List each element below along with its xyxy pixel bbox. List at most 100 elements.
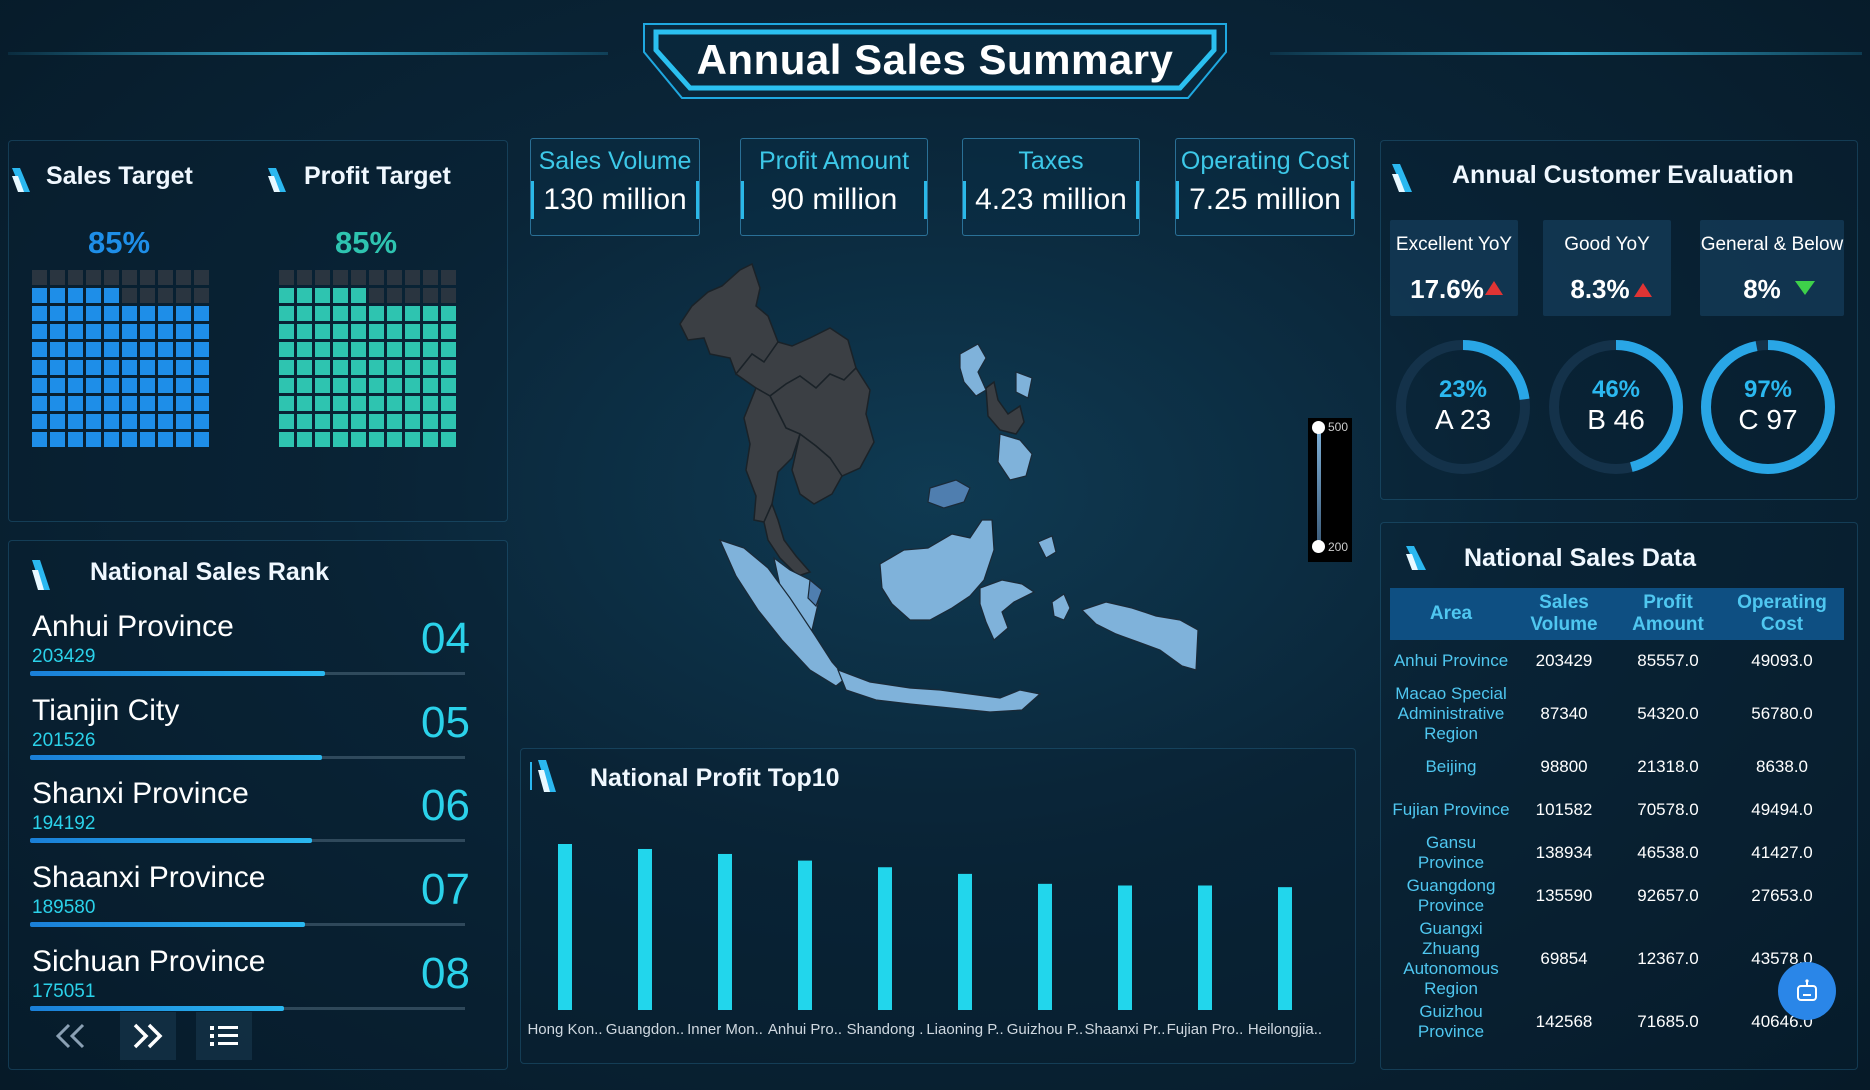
rating-ring-a[interactable]: 23% A 23 xyxy=(1388,332,1538,482)
profit-top10-title: National Profit Top10 xyxy=(590,764,840,792)
waffle-cell xyxy=(369,396,384,411)
yoy-value: 8% xyxy=(1743,274,1781,304)
column-header-area[interactable]: Area xyxy=(1390,588,1512,640)
waffle-cell xyxy=(369,414,384,429)
rank-item-number: 04 xyxy=(421,614,470,663)
map-legend-min-label: 200 xyxy=(1328,540,1349,554)
map-legend-min-handle[interactable] xyxy=(1312,540,1325,553)
waffle-cell xyxy=(68,432,83,447)
bar-2[interactable] xyxy=(718,853,732,1010)
kpi-title: Operating Cost xyxy=(1180,147,1350,175)
sales-target-waffle xyxy=(32,270,209,447)
waffle-cell xyxy=(387,342,402,357)
waffle-cell xyxy=(423,288,438,303)
kpi-value: 7.25 million xyxy=(1189,183,1341,216)
bar-9[interactable] xyxy=(1278,887,1292,1010)
waffle-cell xyxy=(387,324,402,339)
waffle-cell xyxy=(194,414,209,429)
waffle-cell xyxy=(405,324,420,339)
waffle-cell xyxy=(86,288,101,303)
column-header-operating-cost[interactable]: Operating Cost xyxy=(1720,588,1844,640)
table-row[interactable]: Beijing 98800 21318.0 8638.0 xyxy=(1390,746,1844,788)
profit-top10-chart[interactable]: Hong Kon.. Guangdon.. Inner Mon.. Anhui Pro… xyxy=(525,820,1325,1050)
waffle-cell xyxy=(32,396,47,411)
rank-item-bar xyxy=(30,671,325,676)
rank-item[interactable]: Anhui Province 203429 04 xyxy=(30,610,470,690)
prev-page-button[interactable] xyxy=(42,1012,98,1060)
table-row[interactable]: Macao Special Administrative Region 8734… xyxy=(1390,682,1844,746)
waffle-cell xyxy=(50,324,65,339)
cell-area: Guangdong Province xyxy=(1406,876,1496,915)
assistant-float-button[interactable] xyxy=(1778,962,1836,1020)
bar-7[interactable] xyxy=(1118,885,1132,1011)
waffle-cell xyxy=(369,360,384,375)
rank-item[interactable]: Shanxi Province 194192 06 xyxy=(30,777,470,857)
rank-item[interactable]: Sichuan Province 175051 08 xyxy=(30,945,470,1025)
waffle-cell xyxy=(158,414,173,429)
cell-profit-amount: 71685.0 xyxy=(1637,1012,1699,1031)
bar-5[interactable] xyxy=(958,873,972,1010)
waffle-cell xyxy=(158,342,173,357)
table-row[interactable]: Fujian Province 101582 70578.0 49494.0 xyxy=(1390,788,1844,832)
waffle-cell xyxy=(315,306,330,321)
table-row[interactable]: Anhui Province 203429 85557.0 49093.0 xyxy=(1390,640,1844,682)
waffle-cell xyxy=(369,342,384,357)
bar-3[interactable] xyxy=(798,860,812,1010)
table-row[interactable]: Gansu Province 138934 46538.0 41427.0 xyxy=(1390,832,1844,874)
waffle-cell xyxy=(369,432,384,447)
bar-6[interactable] xyxy=(1038,883,1052,1010)
rank-item-name: Anhui Province xyxy=(32,610,234,643)
waffle-cell xyxy=(50,342,65,357)
bar-4[interactable] xyxy=(878,867,892,1010)
waffle-cell xyxy=(86,396,101,411)
rating-ring-arc xyxy=(1701,340,1835,474)
column-header-sales-volume[interactable]: Sales Volume xyxy=(1512,588,1616,640)
rank-item-value: 203429 xyxy=(32,646,96,667)
waffle-cell xyxy=(140,414,155,429)
cell-profit-amount: 46538.0 xyxy=(1637,843,1699,862)
map-legend-max-handle[interactable] xyxy=(1312,421,1325,434)
bar-1[interactable] xyxy=(638,848,652,1010)
column-header-profit-amount[interactable]: Profit Amount xyxy=(1616,588,1720,640)
rank-item[interactable]: Shaanxi Province 189580 07 xyxy=(30,861,470,941)
table-row[interactable]: Guangdong Province 135590 92657.0 27653.… xyxy=(1390,874,1844,918)
list-view-button[interactable] xyxy=(196,1012,252,1060)
waffle-cell xyxy=(333,414,348,429)
waffle-cell xyxy=(441,396,456,411)
sales-data-table: Area Sales Volume Profit Amount Operatin… xyxy=(1390,588,1844,1044)
waffle-cell xyxy=(333,396,348,411)
cell-area: Guangxi Zhuang Autonomous Region xyxy=(1403,919,1499,998)
waffle-cell xyxy=(405,342,420,357)
yoy-card-excellent: Excellent YoY 17.6% xyxy=(1390,220,1518,316)
waffle-cell xyxy=(122,360,137,375)
waffle-cell xyxy=(140,306,155,321)
bar-8[interactable] xyxy=(1198,885,1212,1011)
waffle-cell xyxy=(140,432,155,447)
waffle-cell xyxy=(423,396,438,411)
waffle-cell xyxy=(423,414,438,429)
rank-item[interactable]: Tianjin City 201526 05 xyxy=(30,694,470,774)
waffle-cell xyxy=(176,270,191,285)
waffle-cell xyxy=(68,342,83,357)
waffle-cell xyxy=(387,360,402,375)
cell-profit-amount: 21318.0 xyxy=(1637,757,1699,776)
rating-ring-c[interactable]: 97% C 97 xyxy=(1693,332,1843,482)
table-row[interactable]: Guangxi Zhuang Autonomous Region 69854 1… xyxy=(1390,918,1844,1000)
robot-assistant-icon xyxy=(1797,979,1817,1001)
waffle-cell xyxy=(122,396,137,411)
waffle-cell xyxy=(104,396,119,411)
next-page-button[interactable] xyxy=(120,1012,176,1060)
map-legend[interactable]: 500 200 xyxy=(1308,418,1352,562)
waffle-cell xyxy=(297,414,312,429)
title-frame-shape xyxy=(643,23,1227,99)
waffle-cell xyxy=(32,288,47,303)
bar-0[interactable] xyxy=(558,844,572,1010)
waffle-cell xyxy=(50,396,65,411)
southeast-asia-map[interactable] xyxy=(660,258,1240,728)
waffle-cell xyxy=(369,324,384,339)
waffle-cell xyxy=(333,360,348,375)
ring-progress xyxy=(1701,340,1835,474)
rating-ring-b[interactable]: 46% B 46 xyxy=(1541,332,1691,482)
table-row[interactable]: Guizhou Province 142568 71685.0 40646.0 xyxy=(1390,1000,1844,1044)
page-title: Annual Sales Summary xyxy=(696,36,1174,83)
